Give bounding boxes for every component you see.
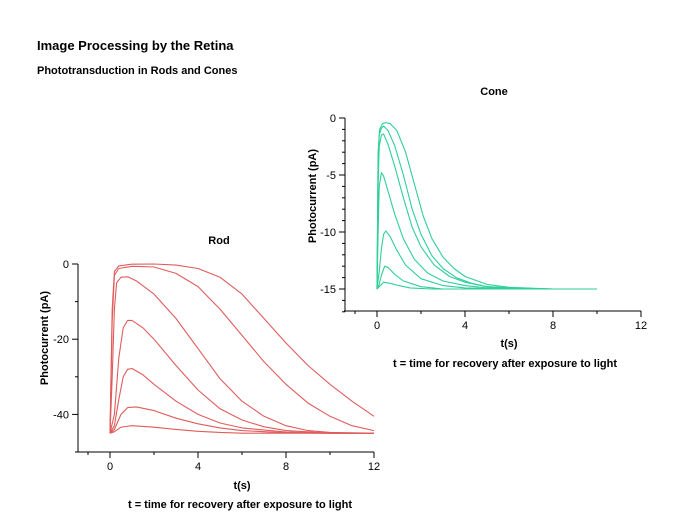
rod-series-line-5 xyxy=(109,276,375,434)
cone-x-tick-label: 0 xyxy=(374,320,380,332)
rod-chart: 0 4 8 12 0 -20 -40 Rod t(s) t = time for recovery… xyxy=(39,235,380,511)
rod-series-line-7 xyxy=(109,263,375,434)
rod-series-line-4 xyxy=(109,319,374,434)
cone-x-tick-label: 8 xyxy=(550,320,556,332)
rod-x-tick-label: 12 xyxy=(368,461,380,473)
cone-series-line-5 xyxy=(376,133,597,290)
rod-series-line-2 xyxy=(109,406,374,434)
rod-x-tick-label: 8 xyxy=(283,461,289,473)
cone-x-tick-label: 12 xyxy=(635,320,647,332)
cone-series-line-3 xyxy=(376,230,597,290)
cone-x-axis-label: t(s) xyxy=(500,338,517,350)
cone-chart: 0 4 8 12 0 -5 -10 -15 Cone t(s) t = time for recov… xyxy=(307,86,647,370)
cone-y-tick-label: -15 xyxy=(320,284,336,296)
rod-y-tick-label: -20 xyxy=(53,334,69,346)
cone-y-tick-label: -10 xyxy=(320,227,336,239)
cone-series-line-4 xyxy=(376,172,597,290)
rod-caption: t = time for recovery after exposure to … xyxy=(128,499,352,511)
rod-x-axis-label: t(s) xyxy=(233,480,250,492)
cone-y-axis-label: Photocurrent (pA) xyxy=(307,149,319,243)
rod-y-tick-label: -40 xyxy=(53,409,69,421)
cone-caption: t = time for recovery after exposure to … xyxy=(393,358,617,370)
rod-chart-title: Rod xyxy=(208,235,229,247)
rod-y-axis-label: Photocurrent (pA) xyxy=(39,291,51,385)
rod-x-tick-label: 4 xyxy=(195,461,201,473)
page-subtitle: Phototransduction in Rods and Cones xyxy=(37,65,238,77)
cone-series-line-2 xyxy=(376,265,597,290)
cone-y-tick-label: 0 xyxy=(330,113,336,125)
rod-x-tick-label: 0 xyxy=(107,461,113,473)
cone-y-tick-label: -5 xyxy=(326,170,336,182)
page-title: Image Processing by the Retina xyxy=(37,38,234,53)
cone-chart-title: Cone xyxy=(480,86,508,98)
cone-series-line-7 xyxy=(376,122,597,290)
rod-y-tick-label: 0 xyxy=(63,259,69,271)
rod-series-line-6 xyxy=(109,265,375,434)
cone-x-tick-label: 4 xyxy=(462,320,468,332)
rod-series-line-3 xyxy=(109,367,374,434)
cone-series-line-6 xyxy=(376,125,597,290)
